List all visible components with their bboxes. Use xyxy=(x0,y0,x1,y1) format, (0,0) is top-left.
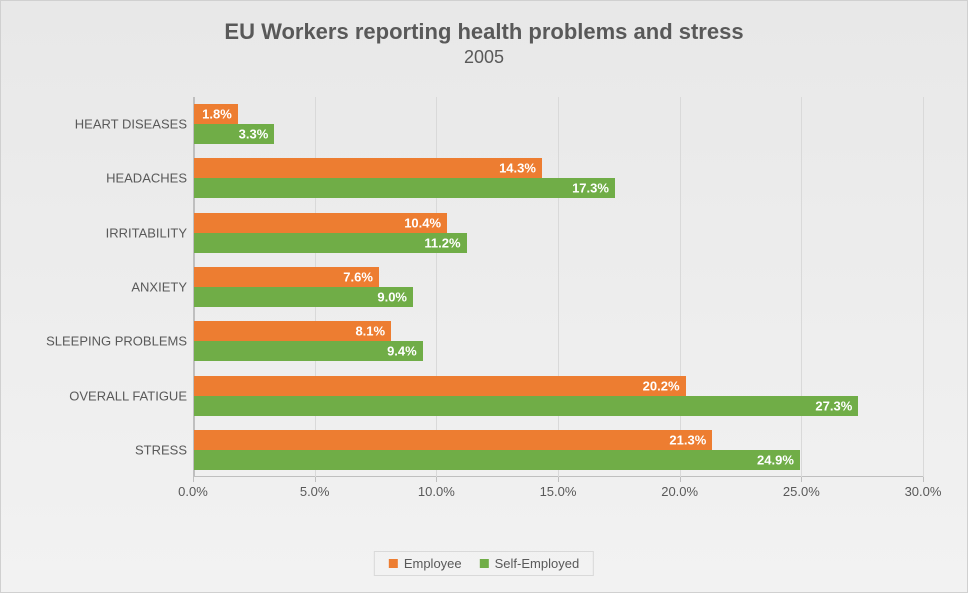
bar-employee: 20.2% xyxy=(194,376,686,396)
bar-value-label: 17.3% xyxy=(572,181,609,196)
bar-value-label: 20.2% xyxy=(643,378,680,393)
x-tick-label: 15.0% xyxy=(540,484,577,499)
bar-value-label: 7.6% xyxy=(343,270,373,285)
chart-container: EU Workers reporting health problems and… xyxy=(0,0,968,593)
bar-value-label: 14.3% xyxy=(499,161,536,176)
bar-self-employed: 9.0% xyxy=(194,287,413,307)
x-tick-mark xyxy=(923,477,924,482)
grid-line xyxy=(923,97,924,477)
bar-value-label: 11.2% xyxy=(424,235,460,250)
bar-employee: 7.6% xyxy=(194,267,379,287)
category-label: SLEEPING PROBLEMS xyxy=(31,334,187,349)
bar-employee: 1.8% xyxy=(194,104,238,124)
x-tick-label: 10.0% xyxy=(418,484,455,499)
bar-self-employed: 27.3% xyxy=(194,396,858,416)
bar-self-employed: 9.4% xyxy=(194,341,423,361)
x-tick-mark xyxy=(801,477,802,482)
legend-swatch xyxy=(389,559,398,568)
chart-subtitle: 2005 xyxy=(31,47,937,68)
bar-value-label: 8.1% xyxy=(355,324,385,339)
x-tick-label: 25.0% xyxy=(783,484,820,499)
bar-self-employed: 3.3% xyxy=(194,124,274,144)
legend-label: Employee xyxy=(404,556,462,571)
bar-value-label: 24.9% xyxy=(757,452,794,467)
grid-line xyxy=(680,97,681,477)
bar-value-label: 10.4% xyxy=(404,215,441,230)
grid-line xyxy=(436,97,437,477)
category-label: HEADACHES xyxy=(31,171,187,186)
category-label: ANXIETY xyxy=(31,280,187,295)
x-tick-mark xyxy=(315,477,316,482)
x-tick-mark xyxy=(680,477,681,482)
category-label: HEART DISEASES xyxy=(31,117,187,132)
bar-self-employed: 11.2% xyxy=(194,233,467,253)
bar-employee: 21.3% xyxy=(194,430,712,450)
x-tick-label: 30.0% xyxy=(905,484,942,499)
x-tick-label: 5.0% xyxy=(300,484,330,499)
chart-title: EU Workers reporting health problems and… xyxy=(31,19,937,45)
x-tick-mark xyxy=(558,477,559,482)
bar-self-employed: 17.3% xyxy=(194,178,615,198)
bar-value-label: 21.3% xyxy=(669,432,706,447)
y-axis-labels: HEART DISEASES HEADACHES IRRITABILITY ANXIE… xyxy=(31,97,187,477)
bar-value-label: 9.0% xyxy=(377,290,407,305)
bar-employee: 8.1% xyxy=(194,321,391,341)
bar-value-label: 3.3% xyxy=(239,127,269,142)
legend-item: Self-Employed xyxy=(480,556,580,571)
x-tick-label: 20.0% xyxy=(661,484,698,499)
category-label: IRRITABILITY xyxy=(31,225,187,240)
bar-employee: 10.4% xyxy=(194,213,447,233)
x-tick-mark xyxy=(436,477,437,482)
plot-area: 0.0%5.0%10.0%15.0%20.0%25.0%30.0%1.8%3.3… xyxy=(193,97,923,509)
grid-line xyxy=(558,97,559,477)
bar-employee: 14.3% xyxy=(194,158,542,178)
bar-self-employed: 24.9% xyxy=(194,450,800,470)
legend-label: Self-Employed xyxy=(495,556,580,571)
category-label: STRESS xyxy=(31,442,187,457)
bar-value-label: 27.3% xyxy=(815,398,852,413)
bar-value-label: 9.4% xyxy=(387,344,417,359)
grid-line xyxy=(801,97,802,477)
x-tick-mark xyxy=(193,477,194,482)
legend: Employee Self-Employed xyxy=(374,551,594,576)
x-tick-label: 0.0% xyxy=(178,484,208,499)
category-label: OVERALL FATIGUE xyxy=(31,388,187,403)
legend-swatch xyxy=(480,559,489,568)
bar-value-label: 1.8% xyxy=(202,107,232,122)
legend-item: Employee xyxy=(389,556,462,571)
